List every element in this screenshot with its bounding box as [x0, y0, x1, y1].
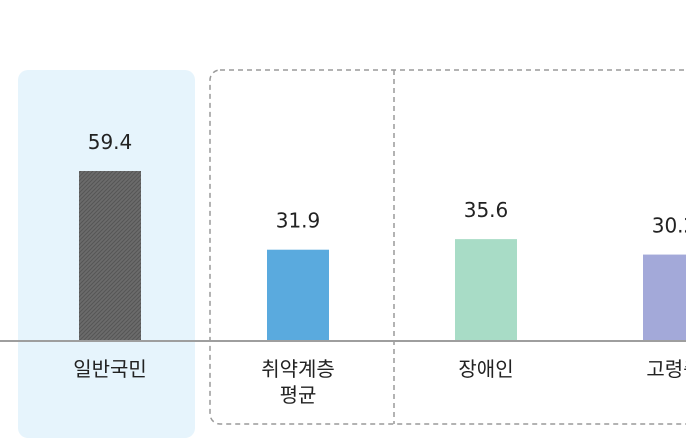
category-label-0: 일반국민 — [73, 357, 147, 381]
category-label-2: 장애인 — [458, 357, 513, 381]
value-label-2: 35.6 — [464, 198, 509, 222]
bar-0 — [79, 171, 141, 341]
category-label-1-line-1: 평균 — [280, 383, 317, 407]
value-label-1: 31.9 — [276, 209, 321, 233]
category-label-1-line-0: 취약계층 — [261, 357, 335, 381]
bar-3 — [643, 254, 686, 341]
vulnerable-group-frame — [209, 69, 686, 425]
bars-layer — [79, 171, 686, 341]
value-label-0: 59.4 — [88, 130, 133, 154]
value-label-3: 30.2 — [652, 214, 686, 238]
bar-2 — [455, 239, 517, 341]
category-label-3: 고령층 — [646, 357, 686, 381]
bar-1 — [267, 249, 329, 341]
